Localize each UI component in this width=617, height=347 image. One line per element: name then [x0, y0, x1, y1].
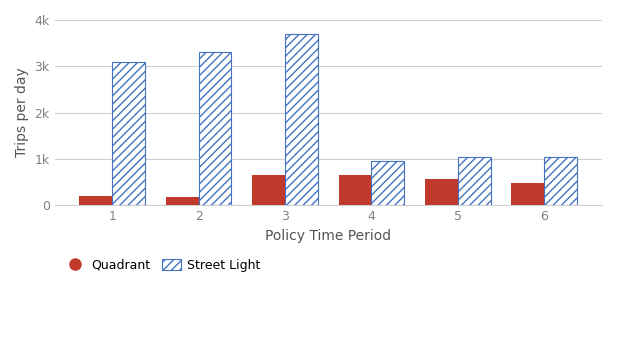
Legend: Quadrant, Street Light: Quadrant, Street Light [61, 254, 266, 277]
Bar [511, 183, 544, 205]
Bar [199, 52, 231, 205]
Bar [112, 62, 145, 205]
Bar [544, 156, 577, 205]
Bar [166, 197, 199, 205]
Bar [458, 156, 491, 205]
X-axis label: Policy Time Period: Policy Time Period [265, 229, 391, 243]
Bar [80, 196, 112, 205]
Y-axis label: Trips per day: Trips per day [15, 68, 29, 158]
Bar [285, 34, 318, 205]
Bar [339, 175, 371, 205]
Bar [371, 161, 404, 205]
Bar [252, 175, 285, 205]
Bar [425, 179, 458, 205]
